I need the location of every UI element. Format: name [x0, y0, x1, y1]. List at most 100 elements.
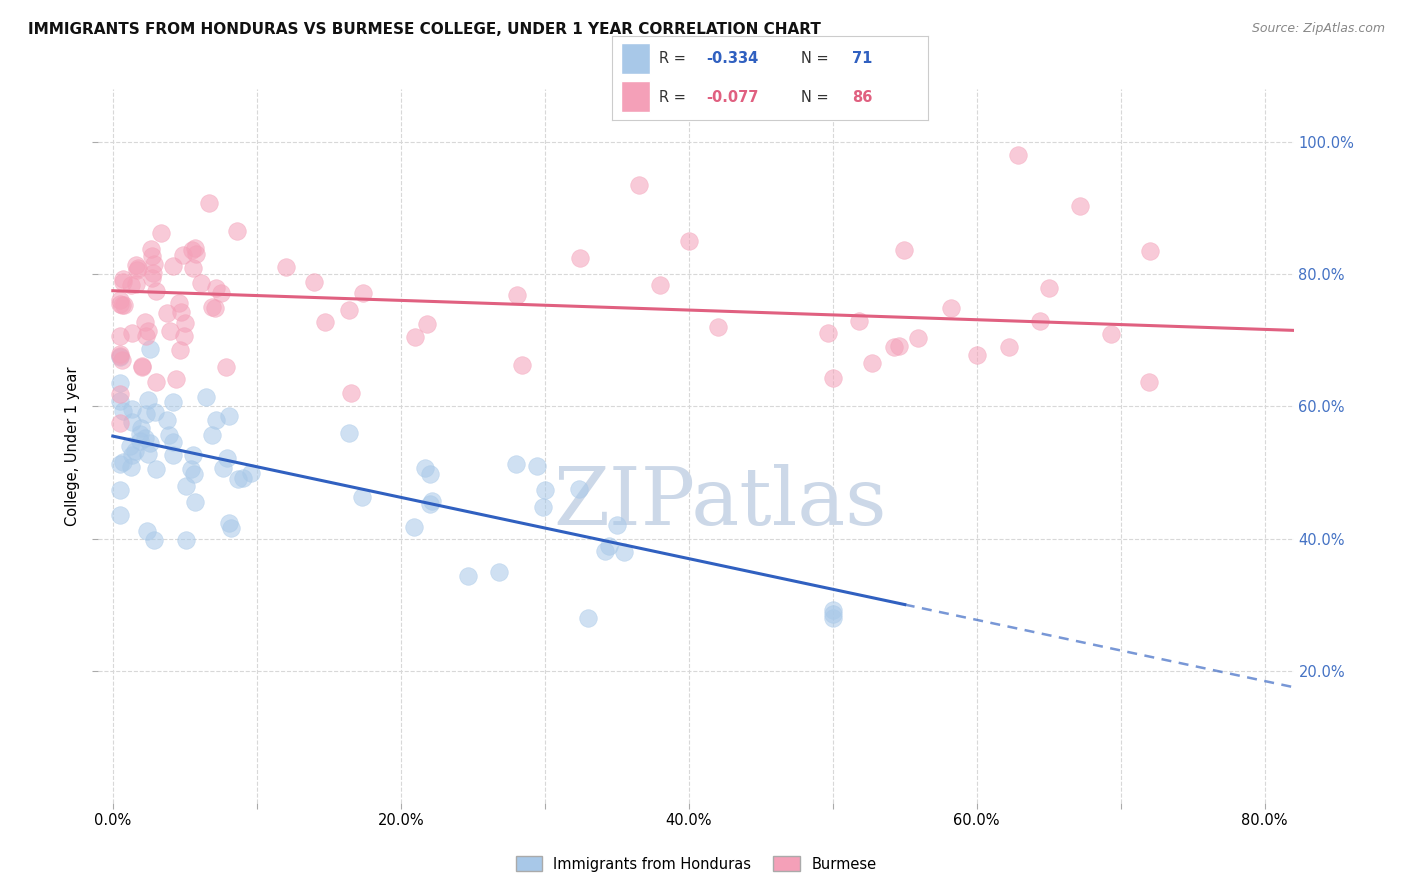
Point [136, 393, 159, 408]
Point [821, 607, 844, 622]
Point [111, 298, 134, 312]
Point [108, 457, 131, 471]
Point [162, 448, 184, 462]
Point [108, 293, 131, 307]
Point [145, 284, 167, 298]
Point [505, 457, 527, 471]
Point [156, 413, 179, 427]
Point [149, 226, 172, 240]
Point [966, 348, 988, 362]
Point [165, 372, 187, 386]
Point [162, 259, 184, 273]
Point [183, 467, 205, 481]
Point [1007, 148, 1029, 162]
Point [531, 500, 554, 514]
Point [1139, 244, 1161, 258]
Point [232, 470, 254, 484]
Point [848, 314, 870, 328]
Point [127, 263, 149, 277]
Text: IMMIGRANTS FROM HONDURAS VS BURMESE COLLEGE, UNDER 1 YEAR CORRELATION CHART: IMMIGRANTS FROM HONDURAS VS BURMESE COLL… [28, 22, 821, 37]
Point [181, 261, 204, 276]
Point [112, 275, 135, 289]
Text: 86: 86 [852, 90, 872, 105]
Point [174, 533, 197, 547]
Point [821, 611, 844, 625]
Point [169, 296, 191, 310]
Point [941, 301, 963, 315]
Point [893, 243, 915, 257]
Point [352, 285, 374, 300]
Point [124, 258, 146, 272]
Point [678, 234, 700, 248]
Text: Source: ZipAtlas.com: Source: ZipAtlas.com [1251, 22, 1385, 36]
Point [174, 479, 197, 493]
Point [201, 428, 224, 442]
Point [198, 195, 221, 210]
Point [136, 447, 159, 461]
Point [302, 276, 325, 290]
Point [204, 301, 226, 315]
Point [205, 413, 228, 427]
Point [110, 386, 132, 401]
Text: R =: R = [659, 51, 690, 66]
Point [337, 303, 360, 318]
Point [998, 340, 1021, 354]
Text: 71: 71 [852, 51, 872, 66]
Point [404, 330, 426, 344]
Point [108, 394, 131, 409]
Point [112, 455, 135, 469]
Point [108, 329, 131, 343]
Point [111, 271, 134, 285]
Point [228, 472, 250, 486]
Point [413, 460, 436, 475]
Point [201, 300, 224, 314]
Point [339, 426, 361, 441]
Point [131, 359, 153, 373]
Point [205, 280, 228, 294]
Point [134, 407, 156, 421]
Point [488, 565, 510, 579]
Text: ZIPatlas: ZIPatlas [553, 464, 887, 542]
Point [108, 483, 131, 498]
Point [108, 416, 131, 430]
Point [506, 288, 529, 302]
Point [215, 360, 238, 375]
Point [817, 326, 839, 341]
Point [141, 266, 163, 280]
Text: -0.077: -0.077 [707, 90, 759, 105]
Point [157, 427, 180, 442]
Point [184, 494, 207, 508]
Point [889, 339, 911, 353]
Point [174, 316, 197, 330]
Point [1069, 199, 1091, 213]
Point [134, 431, 156, 445]
Point [129, 421, 152, 435]
Point [821, 371, 844, 385]
Point [121, 326, 143, 340]
Point [108, 349, 131, 363]
Point [108, 350, 131, 364]
Point [120, 460, 142, 475]
Point [215, 451, 238, 466]
Text: -0.334: -0.334 [707, 51, 759, 66]
Point [108, 376, 131, 391]
Point [156, 306, 179, 320]
Point [416, 317, 439, 331]
Point [169, 343, 191, 357]
Point [526, 458, 548, 473]
Point [141, 249, 163, 263]
Point [127, 261, 149, 276]
Point [190, 277, 212, 291]
Bar [621, 44, 650, 74]
Point [111, 353, 134, 368]
Point [142, 533, 165, 547]
Text: R =: R = [659, 90, 690, 105]
Point [181, 244, 204, 258]
Point [457, 569, 479, 583]
Point [125, 277, 148, 291]
Point [218, 409, 240, 423]
Point [314, 315, 336, 329]
Point [121, 415, 143, 429]
Point [1099, 326, 1122, 341]
Point [136, 324, 159, 338]
